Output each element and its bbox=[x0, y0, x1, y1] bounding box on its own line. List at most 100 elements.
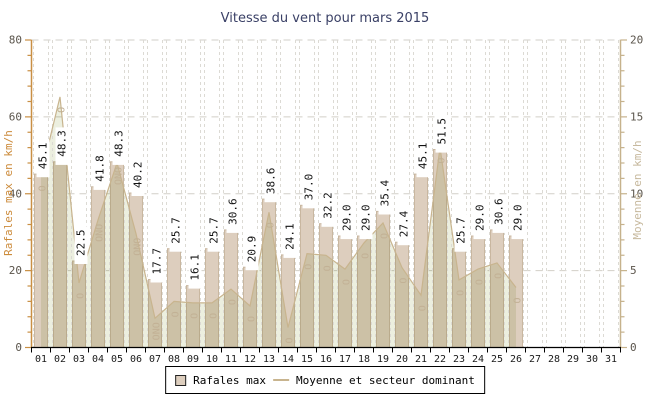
right-axis: 0 5 10 15 20 Moyenne en km/h bbox=[619, 34, 644, 354]
value-label: 37.0 bbox=[303, 174, 316, 201]
direction-label: O bbox=[228, 299, 239, 305]
value-label-box bbox=[112, 127, 126, 165]
value-label-box bbox=[321, 189, 335, 227]
x-tick-label: 24 bbox=[472, 354, 484, 365]
value-label: 24.1 bbox=[284, 223, 297, 250]
left-tick-label: 60 bbox=[9, 110, 22, 123]
x-tick-label: 20 bbox=[396, 354, 408, 365]
x-tick-label: 14 bbox=[282, 354, 294, 365]
direction-label: O bbox=[57, 107, 68, 113]
left-tick-label: 20 bbox=[9, 264, 22, 277]
value-label-box bbox=[226, 195, 240, 233]
value-label-box bbox=[378, 177, 392, 215]
x-tick-label: 05 bbox=[111, 354, 123, 365]
x-tick-label: 22 bbox=[434, 354, 446, 365]
x-tick-label: 11 bbox=[225, 354, 237, 365]
direction-label: ONO bbox=[133, 238, 144, 256]
value-label: 45.1 bbox=[37, 143, 50, 170]
value-label-box bbox=[283, 220, 297, 258]
value-label: 48.3 bbox=[56, 130, 69, 157]
direction-label: O bbox=[171, 311, 182, 317]
value-label-box bbox=[150, 245, 164, 283]
right-tick-label: 15 bbox=[630, 110, 643, 123]
x-tick-label: 30 bbox=[586, 354, 598, 365]
legend-label-moyenne: Moyenne et secteur dominant bbox=[296, 373, 475, 387]
value-label-box bbox=[36, 139, 50, 178]
value-label: 29.0 bbox=[512, 205, 525, 232]
value-label: 30.6 bbox=[493, 198, 506, 225]
x-tick-label: 18 bbox=[358, 354, 370, 365]
x-tick-label: 19 bbox=[377, 354, 389, 365]
value-label: 45.1 bbox=[417, 143, 430, 170]
x-tick-label: 13 bbox=[263, 354, 275, 365]
right-tick-label: 10 bbox=[630, 187, 643, 200]
value-label-box bbox=[416, 139, 430, 178]
x-tick-label: 10 bbox=[206, 354, 218, 365]
value-label-box bbox=[55, 127, 69, 165]
value-label: 41.8 bbox=[94, 155, 107, 182]
x-tick-label: 17 bbox=[339, 354, 351, 365]
value-label: 25.7 bbox=[455, 217, 468, 244]
legend-line-swatch-icon bbox=[273, 379, 290, 381]
x-tick-label: 02 bbox=[54, 354, 66, 365]
direction-label: O bbox=[76, 293, 87, 299]
chart-title: Vitesse du vent pour mars 2015 bbox=[220, 11, 430, 26]
value-label-box bbox=[131, 158, 145, 196]
right-tick-label: 20 bbox=[630, 34, 643, 47]
value-label: 29.0 bbox=[474, 205, 487, 232]
x-tick-label: 28 bbox=[548, 354, 560, 365]
direction-label: O bbox=[247, 316, 258, 322]
direction-label: O bbox=[513, 297, 524, 303]
direction-label: O bbox=[38, 185, 49, 191]
left-axis: 0 20 40 60 80 Rafales max en km/h bbox=[2, 34, 33, 354]
value-label-box bbox=[454, 214, 468, 252]
direction-label: ONO bbox=[95, 224, 106, 242]
x-tick-label: 07 bbox=[149, 354, 161, 365]
value-label: 40.2 bbox=[132, 162, 145, 189]
x-tick-label: 23 bbox=[453, 354, 465, 365]
direction-label: O bbox=[437, 158, 448, 164]
value-label-box bbox=[473, 201, 487, 240]
direction-label: O bbox=[399, 278, 410, 284]
direction-label: O bbox=[190, 313, 201, 319]
value-label: 48.3 bbox=[113, 130, 126, 157]
x-tick-label: 03 bbox=[73, 354, 85, 365]
value-label-box bbox=[245, 232, 259, 271]
direction-label: O bbox=[494, 273, 505, 279]
value-label-box bbox=[188, 251, 202, 289]
direction-label: O bbox=[380, 233, 391, 239]
left-tick-label: 0 bbox=[15, 341, 22, 354]
left-axis-title: Rafales max en km/h bbox=[2, 130, 15, 256]
x-tick-label: 15 bbox=[301, 354, 313, 365]
right-axis-title: Moyenne en km/h bbox=[631, 140, 644, 239]
legend: Rafales max Moyenne et secteur dominant bbox=[165, 366, 485, 394]
value-label-box bbox=[492, 195, 506, 233]
direction-label: O bbox=[456, 290, 467, 296]
right-tick-label: 0 bbox=[630, 341, 637, 354]
value-label: 29.0 bbox=[341, 205, 354, 232]
x-tick-label: 01 bbox=[35, 354, 47, 365]
direction-label: O bbox=[475, 279, 486, 285]
average-line bbox=[40, 96, 517, 328]
value-label: 25.7 bbox=[170, 217, 183, 244]
value-label: 17.7 bbox=[151, 248, 164, 275]
value-label: 22.5 bbox=[75, 230, 88, 257]
value-label-box bbox=[397, 207, 411, 246]
x-tick-label: 04 bbox=[92, 354, 104, 365]
direction-label: O bbox=[304, 264, 315, 270]
direction-label: O bbox=[209, 313, 220, 319]
legend-bar-swatch-icon bbox=[175, 374, 187, 386]
value-label: 51.5 bbox=[436, 118, 449, 145]
value-label: 30.6 bbox=[227, 198, 240, 225]
x-tick-label: 26 bbox=[510, 354, 522, 365]
value-label-box bbox=[264, 164, 278, 203]
direction-label: ONO bbox=[114, 167, 125, 185]
value-label: 38.6 bbox=[265, 168, 278, 195]
x-tick-label: 06 bbox=[130, 354, 142, 365]
x-tick-label: 12 bbox=[244, 354, 256, 365]
value-label: 25.7 bbox=[208, 217, 221, 244]
value-label-box bbox=[302, 170, 316, 209]
value-label-box bbox=[511, 201, 525, 240]
